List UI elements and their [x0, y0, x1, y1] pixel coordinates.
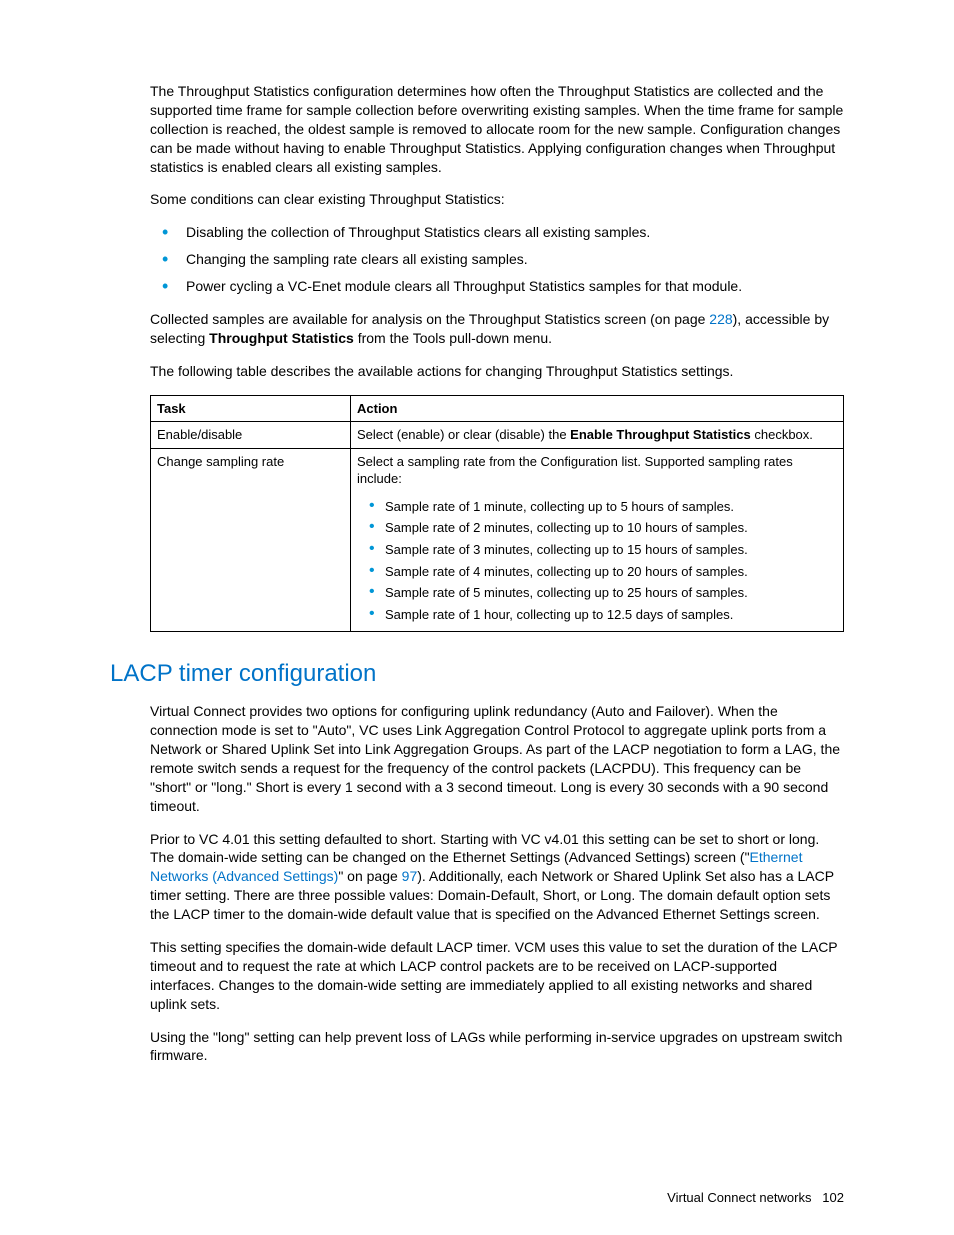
conditions-list: Disabling the collection of Throughput S…: [150, 223, 844, 296]
lacp-paragraph-4: Using the "long" setting can help preven…: [150, 1028, 844, 1066]
condition-item: Disabling the collection of Throughput S…: [150, 223, 844, 242]
row2-intro: Select a sampling rate from the Configur…: [357, 454, 793, 487]
cell-task-1: Enable/disable: [151, 422, 351, 449]
cell-task-2: Change sampling rate: [151, 448, 351, 631]
condition-item: Power cycling a VC-Enet module clears al…: [150, 277, 844, 296]
page-footer: Virtual Connect networks 102: [667, 1190, 844, 1205]
sample-rate-item: Sample rate of 3 minutes, collecting up …: [363, 541, 837, 559]
row1-before-bold: Select (enable) or clear (disable) the: [357, 427, 570, 442]
table-intro: The following table describes the availa…: [150, 362, 844, 381]
table-header-row: Task Action: [151, 395, 844, 422]
page-97-link[interactable]: 97: [402, 868, 418, 884]
lacp-paragraph-3: This setting specifies the domain-wide d…: [150, 938, 844, 1014]
throughput-stats-bold: Throughput Statistics: [209, 330, 354, 346]
sample-rate-item: Sample rate of 4 minutes, collecting up …: [363, 563, 837, 581]
table-row: Change sampling rate Select a sampling r…: [151, 448, 844, 631]
table-row: Enable/disable Select (enable) or clear …: [151, 422, 844, 449]
lacp-p2-mid: " on page: [338, 868, 401, 884]
page-content: The Throughput Statistics configuration …: [110, 82, 844, 1065]
lacp-p2-before-link: Prior to VC 4.01 this setting defaulted …: [150, 831, 819, 866]
cell-action-1: Select (enable) or clear (disable) the E…: [351, 422, 844, 449]
lacp-paragraph-2: Prior to VC 4.01 this setting defaulted …: [150, 830, 844, 924]
sample-rate-item: Sample rate of 5 minutes, collecting up …: [363, 584, 837, 602]
lacp-paragraph-1: Virtual Connect provides two options for…: [150, 702, 844, 815]
footer-text: Virtual Connect networks: [667, 1190, 811, 1205]
row1-bold: Enable Throughput Statistics: [570, 427, 751, 442]
collected-before-link: Collected samples are available for anal…: [150, 311, 709, 327]
condition-item: Changing the sampling rate clears all ex…: [150, 250, 844, 269]
header-task: Task: [151, 395, 351, 422]
collected-paragraph: Collected samples are available for anal…: [150, 310, 844, 348]
cell-action-2: Select a sampling rate from the Configur…: [351, 448, 844, 631]
header-action: Action: [351, 395, 844, 422]
footer-page-number: 102: [822, 1190, 844, 1205]
sample-rate-item: Sample rate of 2 minutes, collecting up …: [363, 519, 837, 537]
lacp-heading: LACP timer configuration: [110, 660, 844, 688]
intro-paragraph-1: The Throughput Statistics configuration …: [150, 82, 844, 176]
collected-after-bold: from the Tools pull-down menu.: [354, 330, 552, 346]
row1-after-bold: checkbox.: [751, 427, 813, 442]
actions-table: Task Action Enable/disable Select (enabl…: [150, 395, 844, 632]
sample-rate-item: Sample rate of 1 minute, collecting up t…: [363, 498, 837, 516]
page-228-link[interactable]: 228: [709, 311, 732, 327]
sample-rate-item: Sample rate of 1 hour, collecting up to …: [363, 606, 837, 624]
sample-rate-list: Sample rate of 1 minute, collecting up t…: [363, 498, 837, 623]
intro-paragraph-2: Some conditions can clear existing Throu…: [150, 190, 844, 209]
